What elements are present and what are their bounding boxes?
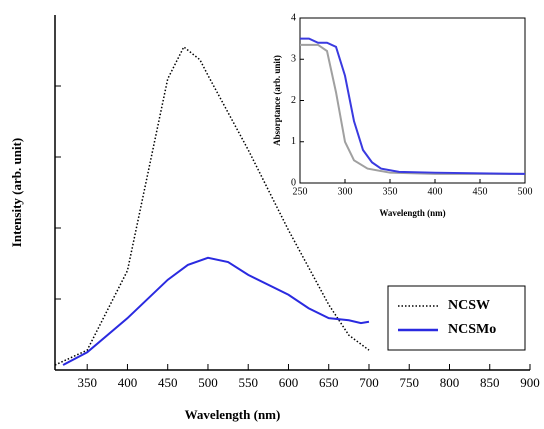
x-tick-label: 700 [359, 375, 379, 390]
x-axis-label: Wavelength (nm) [185, 407, 281, 422]
x-axis-label: Wavelength (nm) [379, 208, 445, 218]
x-tick-label: 450 [473, 186, 488, 197]
x-tick-label: 450 [158, 375, 178, 390]
y-tick-label: 4 [291, 12, 296, 23]
legend-label: NCSMo [448, 322, 496, 337]
y-axis-label: Intensity (arb. unit) [9, 138, 24, 247]
data-line [300, 37, 526, 175]
x-tick-label: 850 [480, 375, 500, 390]
x-tick-label: 750 [399, 375, 419, 390]
data-line [300, 43, 525, 175]
legend-box [387, 285, 526, 351]
x-tick-label: 250 [293, 186, 308, 197]
x-tick-label: 550 [238, 375, 258, 390]
x-tick-label: 900 [520, 375, 540, 390]
y-axis-label: Absorptance (arb. unit) [272, 55, 282, 146]
x-tick-label: 400 [428, 186, 443, 197]
x-tick-label: 400 [118, 375, 138, 390]
y-tick-label: 0 [291, 177, 296, 188]
x-tick-label: 650 [319, 375, 339, 390]
y-tick-label: 3 [291, 54, 296, 65]
y-tick-label: 2 [291, 95, 296, 106]
x-tick-label: 350 [77, 375, 97, 390]
x-tick-label: 350 [383, 186, 398, 197]
y-tick-label: 1 [291, 136, 296, 147]
data-line [62, 256, 370, 366]
x-tick-label: 500 [198, 375, 218, 390]
x-tick-label: 800 [440, 375, 460, 390]
legend-label: NCSW [448, 298, 490, 313]
x-tick-label: 600 [279, 375, 299, 390]
x-tick-label: 500 [518, 186, 533, 197]
plot-frame [299, 17, 526, 184]
x-tick-label: 300 [338, 186, 353, 197]
